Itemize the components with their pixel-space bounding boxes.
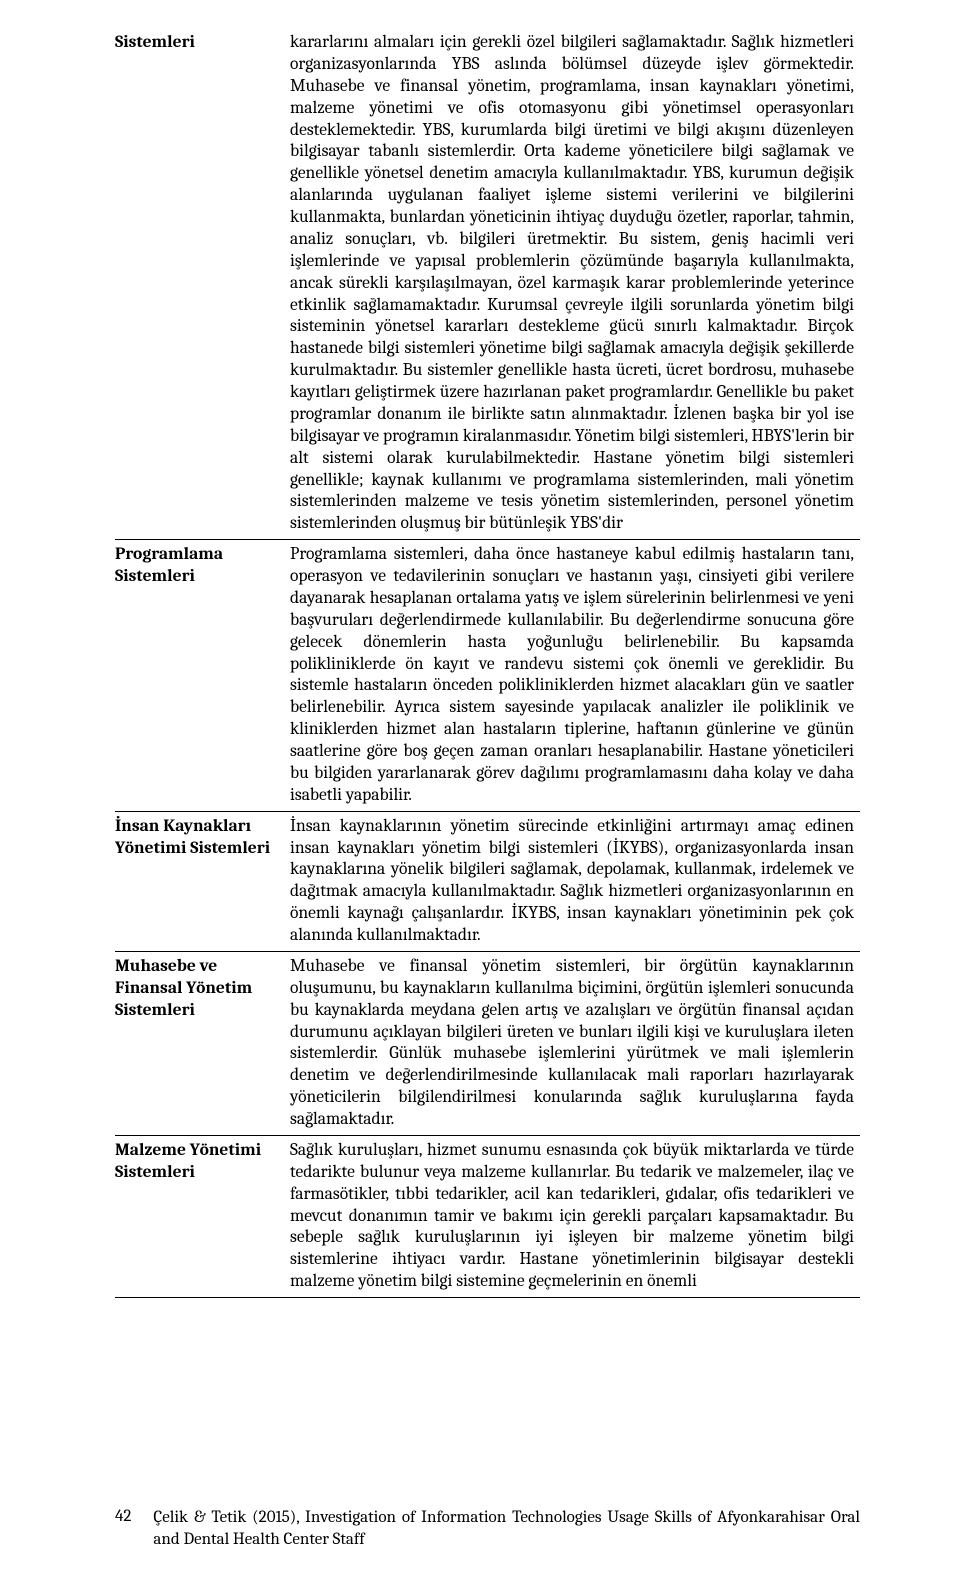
row-heading: Programlama Sistemleri: [115, 540, 290, 812]
footer-citation: Çelik & Tetik (2015), Investigation of I…: [153, 1507, 860, 1551]
page-footer: 42 Çelik & Tetik (2015), Investigation o…: [115, 1507, 860, 1551]
document-page: Sistemleri kararlarını almaları için ger…: [0, 0, 960, 1589]
row-body: kararlarını almaları için gerekli özel b…: [290, 28, 860, 540]
row-heading: İnsan Kaynakları Yönetimi Sistemleri: [115, 811, 290, 951]
table-row: Sistemleri kararlarını almaları için ger…: [115, 28, 860, 540]
table-row: Muhasebe ve Finansal Yönetim Sistemleri …: [115, 951, 860, 1135]
row-heading: Malzeme Yönetimi Sistemleri: [115, 1135, 290, 1297]
row-body: Sağlık kuruluşları, hizmet sunumu esnası…: [290, 1135, 860, 1297]
row-heading: Muhasebe ve Finansal Yönetim Sistemleri: [115, 951, 290, 1135]
table-row: Malzeme Yönetimi Sistemleri Sağlık kurul…: [115, 1135, 860, 1297]
definitions-table: Sistemleri kararlarını almaları için ger…: [115, 28, 860, 1298]
row-heading: Sistemleri: [115, 28, 290, 540]
page-number: 42: [115, 1507, 131, 1526]
row-body: Programlama sistemleri, daha önce hastan…: [290, 540, 860, 812]
row-body: İnsan kaynaklarının yönetim sürecinde et…: [290, 811, 860, 951]
row-body: Muhasebe ve finansal yönetim sistemleri,…: [290, 951, 860, 1135]
table-row: İnsan Kaynakları Yönetimi Sistemleri İns…: [115, 811, 860, 951]
table-body: Sistemleri kararlarını almaları için ger…: [115, 28, 860, 1298]
table-row: Programlama Sistemleri Programlama siste…: [115, 540, 860, 812]
